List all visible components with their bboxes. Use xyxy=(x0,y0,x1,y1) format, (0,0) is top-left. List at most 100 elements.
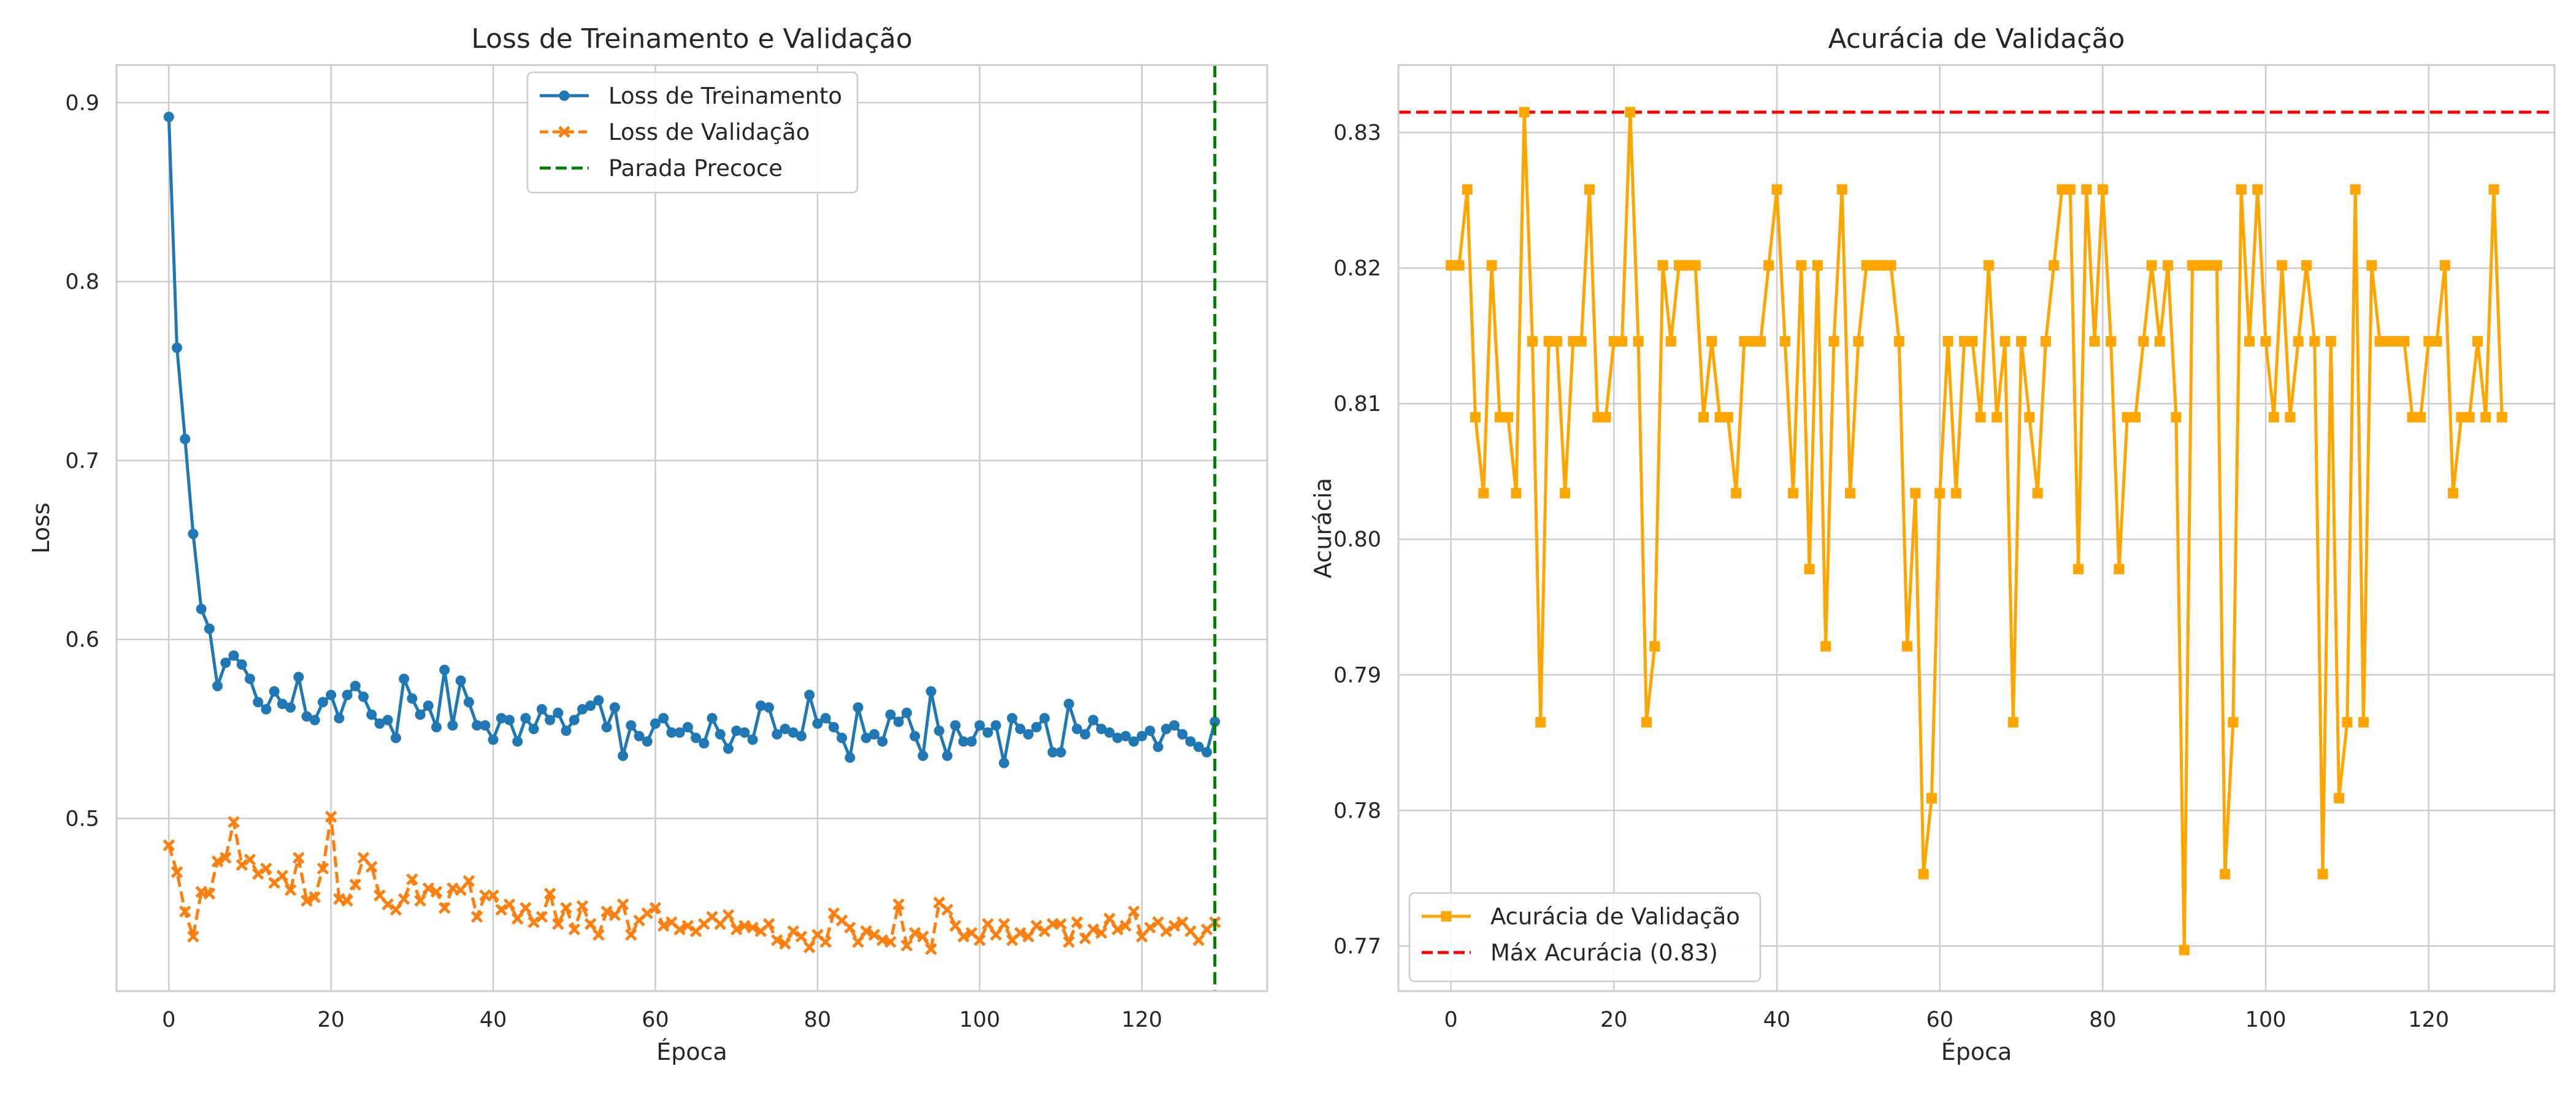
data-point xyxy=(691,732,702,743)
loss-legend: Loss de Treinamento Loss de Validação Pa… xyxy=(526,71,859,194)
data-point xyxy=(1674,260,1685,271)
data-point xyxy=(1739,336,1750,347)
data-point xyxy=(1788,488,1799,499)
data-point xyxy=(415,709,426,720)
data-point xyxy=(2391,336,2402,347)
data-point xyxy=(2268,412,2279,423)
data-point xyxy=(1665,336,1676,347)
series-points-0-0 xyxy=(163,112,1221,769)
data-point xyxy=(731,725,742,736)
data-point xyxy=(228,816,240,829)
data-point xyxy=(674,727,685,738)
data-point xyxy=(973,934,986,946)
data-point xyxy=(892,898,905,911)
x-tick-label: 80 xyxy=(804,1008,832,1032)
data-point xyxy=(2097,184,2108,195)
data-point xyxy=(820,713,831,724)
x-tick-label: 120 xyxy=(1121,1008,1162,1032)
data-point xyxy=(1064,699,1075,710)
data-point xyxy=(309,715,320,726)
data-point xyxy=(511,913,524,925)
data-point xyxy=(576,900,589,913)
data-point xyxy=(1975,412,1986,423)
y-tick-label: 0.8 xyxy=(65,270,99,294)
data-point xyxy=(1168,919,1181,932)
data-point xyxy=(178,905,191,918)
data-point xyxy=(455,675,466,686)
data-point xyxy=(1706,336,1717,347)
data-point xyxy=(941,750,953,761)
data-point xyxy=(1031,722,1042,733)
data-point xyxy=(2228,717,2239,728)
x-tick-label: 60 xyxy=(642,1008,669,1032)
data-point xyxy=(381,898,394,911)
loss-chart-title: Loss de Treinamento e Validação xyxy=(471,23,912,55)
x-tick-label: 100 xyxy=(959,1008,1000,1032)
data-point xyxy=(211,855,224,868)
data-point xyxy=(1144,921,1156,934)
data-point xyxy=(1160,925,1173,938)
data-point xyxy=(2024,412,2035,423)
data-point xyxy=(504,715,515,726)
data-point xyxy=(1503,412,1514,423)
data-point xyxy=(324,810,337,823)
data-point xyxy=(812,718,823,729)
data-point xyxy=(2073,564,2084,575)
data-point xyxy=(2334,792,2345,803)
data-point xyxy=(326,689,337,700)
data-point xyxy=(1983,260,1994,271)
data-point xyxy=(2057,184,2068,195)
legend-marker xyxy=(1441,911,1452,922)
data-point xyxy=(990,929,1002,941)
data-point xyxy=(293,851,305,864)
data-point xyxy=(316,862,329,875)
data-point xyxy=(1192,934,1205,946)
data-point xyxy=(657,919,670,932)
data-point xyxy=(584,918,597,930)
data-point xyxy=(1056,746,1067,757)
data-point xyxy=(196,604,207,615)
data-point xyxy=(1535,717,1546,728)
data-point xyxy=(470,911,483,923)
data-point xyxy=(439,664,450,675)
data-point xyxy=(1828,336,1839,347)
data-point xyxy=(2146,260,2157,271)
data-point xyxy=(885,709,896,720)
data-point xyxy=(528,724,539,735)
data-point xyxy=(399,673,410,684)
data-point xyxy=(2049,260,2060,271)
data-point xyxy=(1127,905,1140,918)
data-point xyxy=(2081,184,2092,195)
data-point xyxy=(543,887,556,900)
data-point xyxy=(1478,488,1489,499)
legend-label-val-accuracy: Acurácia de Validação xyxy=(1490,903,1740,930)
data-point xyxy=(1193,742,1204,753)
data-point xyxy=(1160,724,1171,735)
data-point xyxy=(577,703,588,715)
y-tick-label: 0.7 xyxy=(65,449,99,473)
accuracy-chart-title: Acurácia de Validação xyxy=(1828,23,2125,55)
data-point xyxy=(406,873,418,886)
data-point xyxy=(1649,641,1660,652)
data-point xyxy=(2122,412,2133,423)
data-point xyxy=(2106,336,2117,347)
legend-symbol-train-loss xyxy=(540,90,589,101)
data-point xyxy=(2187,260,2198,271)
data-point xyxy=(430,886,443,898)
data-point xyxy=(1176,916,1189,929)
data-point xyxy=(2260,336,2271,347)
data-point xyxy=(901,707,912,718)
data-point xyxy=(439,902,451,914)
data-point xyxy=(251,868,264,880)
data-point xyxy=(276,870,289,882)
data-point xyxy=(893,716,904,727)
data-point xyxy=(520,713,531,724)
data-point xyxy=(2114,564,2125,575)
data-point xyxy=(1942,336,1953,347)
series-points-1-0 xyxy=(1446,107,2507,956)
data-point xyxy=(2203,260,2214,271)
data-point xyxy=(1119,919,1132,932)
data-point xyxy=(868,929,881,941)
data-point xyxy=(950,720,961,731)
data-point xyxy=(1184,925,1197,938)
